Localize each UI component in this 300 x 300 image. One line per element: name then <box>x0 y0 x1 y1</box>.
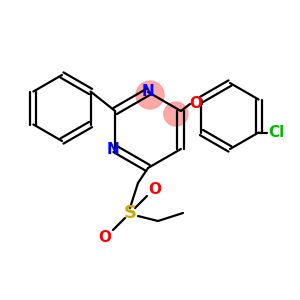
Text: N: N <box>142 83 154 98</box>
Text: O: O <box>98 230 112 244</box>
Circle shape <box>136 81 164 109</box>
Text: Cl: Cl <box>268 125 285 140</box>
Text: O: O <box>190 97 202 112</box>
Text: N: N <box>107 142 119 158</box>
Text: S: S <box>124 204 136 222</box>
Text: O: O <box>148 182 161 196</box>
Circle shape <box>164 102 188 126</box>
